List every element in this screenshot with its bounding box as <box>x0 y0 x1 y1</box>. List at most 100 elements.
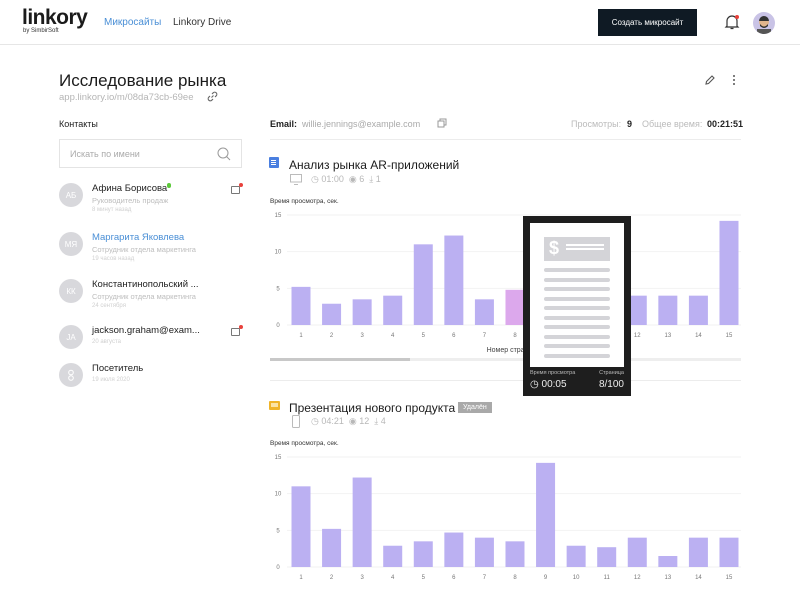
x-tick-label: 15 <box>726 333 733 339</box>
contact-last-seen: 19 часов назад <box>92 256 135 262</box>
search-icon[interactable] <box>217 147 231 161</box>
document-title[interactable]: Презентация нового продукта <box>289 401 456 415</box>
tooltip-time: ◷ 00:05 <box>530 379 567 390</box>
link-icon[interactable] <box>207 91 218 102</box>
message-icon[interactable] <box>231 183 243 194</box>
contact-last-seen: 20 августа <box>92 339 122 345</box>
email-label: Email: <box>270 119 298 129</box>
contact-item[interactable]: JA jackson.graham@exam... 20 августа <box>59 325 244 365</box>
x-tick-label: 1 <box>299 333 303 339</box>
message-icon[interactable] <box>231 325 243 336</box>
x-tick-label: 2 <box>330 575 334 581</box>
x-tick-label: 7 <box>483 575 487 581</box>
microsite-url[interactable]: app.linkory.io/m/08da73cb-69ee <box>59 92 194 103</box>
more-icon[interactable] <box>731 74 737 86</box>
scrollbar-thumb[interactable] <box>270 358 410 361</box>
contact-role: Сотрудник отдела маркетинга <box>92 292 196 301</box>
x-tick-label: 6 <box>452 575 456 581</box>
y-tick-label: 10 <box>275 492 282 498</box>
bar-page-2 <box>322 303 342 325</box>
document-meta: ◷ 01:00 ◉ 6 ⤓ 1 <box>311 174 381 184</box>
divider <box>270 139 741 140</box>
x-tick-label: 3 <box>360 333 364 339</box>
presentation-icon <box>269 401 280 410</box>
x-tick-label: 4 <box>391 575 395 581</box>
user-avatar[interactable] <box>753 12 775 34</box>
contact-item[interactable]: МЯ Маргарита Яковлева Сотрудник отдела м… <box>59 232 244 272</box>
contact-avatar: JA <box>59 325 83 349</box>
y-tick-label: 5 <box>276 286 280 292</box>
chart-scrollbar[interactable] <box>270 358 741 361</box>
total-time-label: Общее время: <box>642 119 703 129</box>
y-axis-label: Время просмотра, сек. <box>270 198 339 205</box>
page-preview-tooltip: $ Время просмотра Страница ◷ 00:05 8/100 <box>523 216 631 396</box>
contact-role: Руководитель продаж <box>92 196 169 205</box>
contact-last-seen: 19 июля 2020 <box>92 377 130 383</box>
bar-page-12 <box>627 537 647 567</box>
deleted-badge: Удалён <box>458 402 492 413</box>
x-tick-label: 9 <box>544 575 548 581</box>
x-tick-label: 7 <box>483 333 487 339</box>
contact-last-seen: 8 минут назад <box>92 207 132 213</box>
y-tick-label: 15 <box>275 213 282 219</box>
contact-name: Маргарита Яковлева <box>92 232 185 243</box>
contact-name: Константинопольский ... <box>92 279 199 290</box>
invoice-header-graphic: $ <box>544 237 610 261</box>
x-tick-label: 2 <box>330 333 334 339</box>
logo[interactable]: linkory <box>22 6 88 29</box>
x-tick-label: 14 <box>695 575 702 581</box>
bar-page-5 <box>413 541 433 567</box>
x-tick-label: 13 <box>664 575 671 581</box>
bar-page-14 <box>688 295 708 325</box>
y-axis-label: Время просмотра, сек. <box>270 440 339 447</box>
bar-page-15 <box>719 537 739 567</box>
bar-page-10 <box>566 545 586 567</box>
y-tick-label: 10 <box>275 250 282 256</box>
nav-microsites[interactable]: Микросайты <box>104 17 162 28</box>
nav-linkory-drive[interactable]: Linkory Drive <box>173 17 232 28</box>
bar-page-13 <box>658 295 678 325</box>
x-tick-label: 8 <box>513 333 517 339</box>
contact-name: Посетитель <box>92 363 144 374</box>
page-title: Исследование рынка <box>59 71 227 90</box>
bell-icon[interactable] <box>724 14 740 31</box>
top-header: linkory by SimbirSoft Микросайты Linkory… <box>0 0 800 45</box>
bar-page-12 <box>627 295 647 325</box>
bar-chart-1: Время просмотра, сек.0510151234567891011… <box>270 198 741 354</box>
desktop-icon <box>290 174 302 185</box>
copy-icon[interactable] <box>437 118 447 128</box>
x-axis-label: Номер страницы <box>487 347 542 354</box>
x-tick-label: 4 <box>391 333 395 339</box>
views-label: Просмотры: <box>571 119 622 129</box>
online-indicator <box>167 183 172 188</box>
divider <box>270 380 741 381</box>
contact-item[interactable]: Посетитель 19 июля 2020 <box>59 363 244 403</box>
create-microsite-button[interactable]: Создать микросайт <box>598 9 697 36</box>
edit-icon[interactable] <box>704 74 716 86</box>
bar-page-3 <box>352 477 372 567</box>
search-placeholder: Искать по имени <box>70 149 140 159</box>
bar-page-6 <box>444 235 464 325</box>
bar-page-1 <box>291 486 311 567</box>
contact-item[interactable]: АБ Афина Борисова Руководитель продаж 8 … <box>59 183 244 223</box>
page-thumbnail: $ <box>530 223 624 367</box>
logo-subtitle: by SimbirSoft <box>23 28 59 34</box>
contact-item[interactable]: КК Константинопольский ... Сотрудник отд… <box>59 279 244 319</box>
bar-page-9 <box>536 462 556 567</box>
x-tick-label: 12 <box>634 333 641 339</box>
x-tick-label: 3 <box>360 575 364 581</box>
x-tick-label: 8 <box>513 575 517 581</box>
contact-name: jackson.graham@exam... <box>92 325 200 336</box>
contact-email: willie.jennings@example.com <box>302 119 421 129</box>
tooltip-page-label: Страница <box>599 370 624 376</box>
contact-role: Сотрудник отдела маркетинга <box>92 245 196 254</box>
mobile-icon <box>292 415 300 428</box>
bar-page-8 <box>505 541 525 567</box>
contact-name: Афина Борисова <box>92 183 172 194</box>
contact-search-input[interactable]: Искать по имени <box>59 139 242 168</box>
contacts-heading: Контакты <box>59 119 98 129</box>
bar-page-15 <box>719 220 739 325</box>
bar-page-14 <box>688 537 708 567</box>
visitor-avatar-icon <box>59 363 83 387</box>
document-title[interactable]: Анализ рынка AR-приложений <box>289 158 460 172</box>
